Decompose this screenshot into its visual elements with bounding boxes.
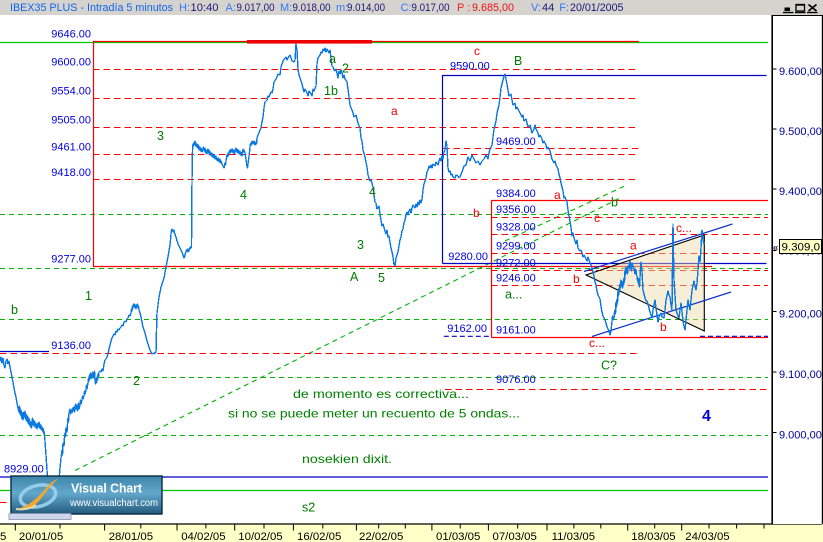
svg-text:9.018,00: 9.018,00 bbox=[293, 2, 331, 14]
svg-text:9162.00: 9162.00 bbox=[447, 323, 487, 335]
svg-text:9.017,00: 9.017,00 bbox=[412, 2, 450, 14]
svg-text:07/03/05: 07/03/05 bbox=[493, 531, 537, 542]
svg-text:9299.00: 9299.00 bbox=[496, 240, 536, 252]
svg-text:9505.00: 9505.00 bbox=[51, 114, 91, 126]
svg-text:11/03/05: 11/03/05 bbox=[552, 531, 596, 542]
svg-text:9384.00: 9384.00 bbox=[496, 188, 536, 200]
svg-text:24/03/05: 24/03/05 bbox=[685, 531, 729, 542]
svg-text:9.017,00: 9.017,00 bbox=[237, 2, 275, 14]
svg-text:c...: c... bbox=[676, 221, 692, 235]
svg-text:9.400,00: 9.400,00 bbox=[779, 186, 822, 198]
svg-text:b: b bbox=[11, 303, 18, 317]
svg-text:9161.00: 9161.00 bbox=[496, 324, 536, 336]
svg-text:9.309,0: 9.309,0 bbox=[782, 242, 821, 254]
svg-text:9280.00: 9280.00 bbox=[448, 251, 488, 263]
svg-text:9076.00: 9076.00 bbox=[496, 374, 536, 386]
svg-text:3: 3 bbox=[157, 129, 164, 143]
svg-text:b: b bbox=[473, 206, 480, 220]
svg-text:5: 5 bbox=[0, 531, 6, 542]
svg-text:16/02/05: 16/02/05 bbox=[297, 531, 341, 542]
svg-text:20/01/2005: 20/01/2005 bbox=[570, 2, 624, 14]
svg-text:1b: 1b bbox=[324, 84, 338, 98]
svg-text:4: 4 bbox=[702, 408, 711, 425]
svg-text:«: « bbox=[773, 243, 779, 254]
svg-text:9.014,00: 9.014,00 bbox=[347, 2, 385, 14]
svg-text:8929.00: 8929.00 bbox=[4, 463, 44, 475]
svg-text:3: 3 bbox=[357, 238, 364, 252]
svg-text:9554.00: 9554.00 bbox=[51, 85, 91, 97]
svg-text:28/01/05: 28/01/05 bbox=[109, 531, 153, 542]
svg-text:H:: H: bbox=[179, 2, 190, 14]
svg-text:a: a bbox=[391, 104, 398, 118]
svg-text:22/02/05: 22/02/05 bbox=[359, 531, 403, 542]
svg-text:P :: P : bbox=[457, 2, 470, 14]
svg-text:10/02/05: 10/02/05 bbox=[238, 531, 282, 542]
svg-text:www.visualchart.com: www.visualchart.com bbox=[69, 498, 158, 509]
svg-text:c: c bbox=[474, 44, 480, 58]
svg-text:4: 4 bbox=[240, 188, 247, 202]
svg-text:C?: C? bbox=[601, 359, 617, 373]
svg-text:nosekien dixit.: nosekien dixit. bbox=[302, 452, 392, 466]
svg-text:9600.00: 9600.00 bbox=[51, 57, 91, 69]
svg-text:a: a bbox=[329, 52, 336, 66]
svg-text:A:: A: bbox=[226, 2, 236, 14]
svg-text:a: a bbox=[554, 188, 561, 202]
svg-text:c...: c... bbox=[589, 336, 605, 350]
svg-text:20/01/05: 20/01/05 bbox=[19, 531, 63, 542]
svg-text:10:40: 10:40 bbox=[191, 2, 219, 14]
svg-text:44: 44 bbox=[542, 2, 554, 14]
svg-text:IBEX35 PLUS - Intradía 5 minut: IBEX35 PLUS - Intradía 5 minutos bbox=[10, 2, 173, 14]
svg-text:F:: F: bbox=[559, 2, 569, 14]
svg-text:9646.00: 9646.00 bbox=[51, 28, 91, 40]
svg-text:9272.00: 9272.00 bbox=[496, 257, 536, 269]
svg-text:9136.00: 9136.00 bbox=[51, 340, 91, 352]
svg-text:1: 1 bbox=[85, 289, 92, 303]
svg-text:18/03/05: 18/03/05 bbox=[631, 531, 675, 542]
svg-text:9418.00: 9418.00 bbox=[51, 167, 91, 179]
svg-text:5: 5 bbox=[378, 271, 385, 285]
svg-text:2: 2 bbox=[133, 374, 140, 388]
svg-text:c: c bbox=[594, 211, 600, 225]
svg-text:9.685,00: 9.685,00 bbox=[472, 2, 514, 14]
svg-text:9328.00: 9328.00 bbox=[496, 221, 536, 233]
svg-text:9469.00: 9469.00 bbox=[496, 136, 536, 148]
svg-text:9461.00: 9461.00 bbox=[51, 141, 91, 153]
svg-text:2: 2 bbox=[342, 62, 349, 76]
svg-text:V:: V: bbox=[531, 2, 541, 14]
svg-text:b: b bbox=[660, 320, 667, 334]
svg-text:a: a bbox=[630, 239, 637, 253]
svg-text:4: 4 bbox=[369, 185, 376, 199]
svg-text:9246.00: 9246.00 bbox=[496, 273, 536, 285]
svg-text:m:: m: bbox=[336, 2, 348, 14]
svg-text:9.000,00: 9.000,00 bbox=[779, 429, 822, 441]
svg-text:01/03/05: 01/03/05 bbox=[436, 531, 480, 542]
svg-text:9.100,00: 9.100,00 bbox=[779, 369, 822, 381]
svg-text:9590.00: 9590.00 bbox=[450, 60, 490, 72]
svg-text:s2: s2 bbox=[302, 501, 315, 515]
svg-text:9.200,00: 9.200,00 bbox=[779, 308, 822, 320]
svg-text:9277.00: 9277.00 bbox=[51, 253, 91, 265]
svg-text:b: b bbox=[573, 272, 580, 286]
svg-text:de momento es correctiva...: de momento es correctiva... bbox=[293, 387, 469, 401]
svg-text:9.500,00: 9.500,00 bbox=[779, 126, 822, 138]
svg-text:si no se puede meter un recuen: si no se puede meter un recuento de 5 on… bbox=[228, 407, 520, 421]
svg-text:9356.00: 9356.00 bbox=[496, 204, 536, 216]
svg-text:b: b bbox=[611, 196, 618, 210]
svg-text:a...: a... bbox=[505, 288, 522, 302]
svg-text:B: B bbox=[514, 54, 522, 68]
svg-text:9.600,00: 9.600,00 bbox=[779, 66, 822, 78]
svg-text:A: A bbox=[350, 270, 359, 284]
svg-text:Visual Chart: Visual Chart bbox=[71, 481, 143, 496]
svg-text:C:: C: bbox=[401, 2, 412, 14]
svg-text:M:: M: bbox=[280, 2, 292, 14]
svg-text:04/02/05: 04/02/05 bbox=[181, 531, 225, 542]
